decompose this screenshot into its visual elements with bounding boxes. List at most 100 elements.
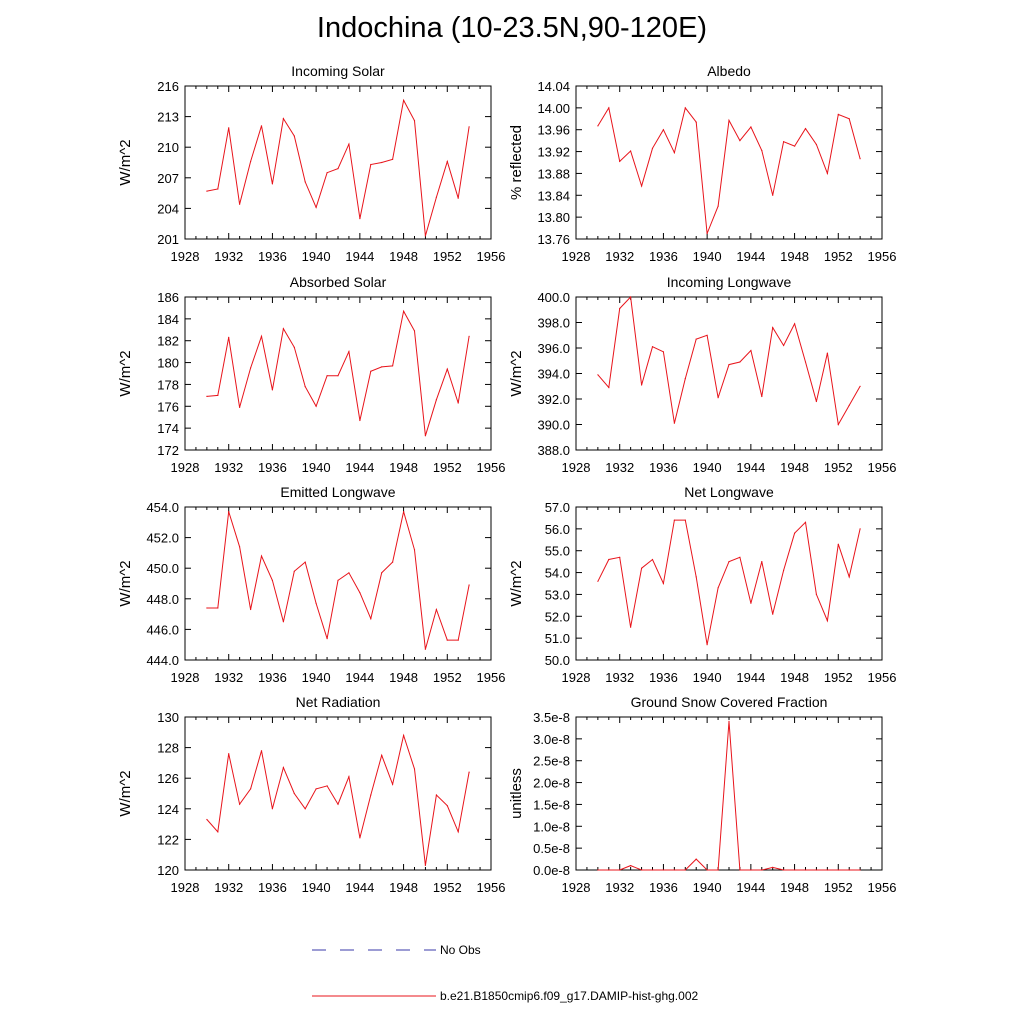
y-tick-label: 13.92 — [537, 145, 570, 160]
data-point — [228, 127, 230, 129]
data-point — [250, 788, 252, 790]
y-axis-label: W/m^2 — [117, 350, 134, 396]
data-point — [468, 771, 470, 773]
data-point — [815, 143, 818, 146]
y-tick-label: 1.0e-8 — [533, 819, 570, 834]
data-point — [695, 338, 697, 340]
plot-frame — [575, 85, 883, 240]
y-tick-label: 178 — [157, 377, 179, 392]
data-point — [859, 158, 861, 160]
x-tick-label: 1956 — [868, 249, 897, 264]
x-tick-label: 1952 — [824, 670, 853, 685]
data-point — [717, 587, 719, 589]
y-tick-label: 128 — [157, 741, 179, 756]
data-point — [260, 125, 263, 127]
data-point — [630, 865, 632, 867]
x-tick-label: 1928 — [171, 460, 200, 475]
y-tick-label: 13.76 — [537, 232, 570, 247]
x-tick-label: 1956 — [477, 460, 506, 475]
data-point — [348, 351, 350, 353]
data-point — [304, 386, 306, 388]
data-point — [424, 235, 426, 237]
data-point — [826, 172, 829, 174]
data-point — [381, 161, 383, 164]
data-point — [468, 335, 470, 337]
data-point — [761, 395, 763, 398]
data-point — [326, 785, 328, 787]
data-point — [370, 370, 372, 372]
data-point — [403, 511, 405, 513]
x-tick-label: 1956 — [868, 880, 897, 895]
y-tick-label: 454.0 — [146, 500, 179, 515]
data-point — [403, 99, 405, 101]
data-point — [435, 196, 437, 198]
series-line — [597, 106, 861, 234]
y-tick-label: 388.0 — [537, 443, 570, 458]
data-point — [684, 378, 686, 380]
data-point — [804, 521, 807, 523]
y-tick-label: 184 — [157, 312, 179, 327]
data-point — [608, 869, 610, 871]
data-point — [315, 788, 317, 790]
data-point — [348, 143, 350, 145]
x-tick-label: 1944 — [736, 880, 765, 895]
data-point — [739, 361, 741, 363]
x-tick-label: 1928 — [171, 880, 200, 895]
data-point — [673, 152, 676, 154]
data-point — [282, 118, 284, 120]
x-tick-label: 1944 — [736, 249, 765, 264]
data-point — [206, 818, 208, 821]
data-point — [662, 869, 665, 871]
data-point — [848, 118, 850, 120]
data-point — [651, 869, 654, 871]
data-point — [337, 803, 339, 805]
y-tick-label: 394.0 — [537, 367, 570, 382]
x-tick-label: 1944 — [345, 670, 374, 685]
x-tick-label: 1944 — [345, 460, 374, 475]
data-point — [772, 194, 774, 196]
y-tick-label: 446.0 — [146, 622, 179, 637]
data-point — [239, 203, 241, 205]
data-point — [641, 185, 643, 187]
data-point — [260, 335, 263, 337]
x-tick-label: 1948 — [780, 460, 809, 475]
data-point — [424, 435, 426, 437]
data-point — [348, 572, 350, 574]
x-tick-label: 1940 — [693, 249, 722, 264]
plot-frame — [575, 716, 883, 871]
data-point — [359, 218, 361, 220]
data-point — [728, 364, 730, 366]
y-tick-label: 392.0 — [537, 392, 570, 407]
y-tick-label: 0.0e-8 — [533, 863, 570, 878]
y-tick-label: 50.0 — [545, 653, 570, 668]
data-point — [282, 621, 284, 623]
data-point — [337, 579, 339, 582]
data-point — [630, 296, 632, 298]
y-tick-label: 130 — [157, 710, 179, 725]
data-point — [739, 869, 741, 871]
data-point — [695, 576, 697, 578]
y-tick-label: 182 — [157, 334, 179, 349]
data-point — [413, 120, 416, 122]
data-point — [293, 570, 295, 572]
data-point — [359, 419, 361, 422]
data-point — [750, 869, 752, 871]
y-tick-label: 396.0 — [537, 341, 570, 356]
data-point — [772, 327, 774, 329]
y-axis-label: W/m^2 — [117, 139, 134, 185]
x-tick-label: 1936 — [258, 460, 287, 475]
data-point — [717, 869, 719, 871]
plot-frame — [184, 296, 492, 451]
data-point — [673, 519, 676, 521]
y-tick-label: 1.5e-8 — [533, 797, 570, 812]
data-point — [859, 869, 861, 871]
data-point — [619, 869, 621, 871]
data-point — [370, 618, 372, 620]
x-tick-label: 1936 — [649, 249, 678, 264]
chart-panels: Incoming Solar W/m^2 1928 1932 1936 1940 1944 1… — [117, 63, 896, 895]
y-tick-label: 210 — [157, 140, 179, 155]
x-tick-label: 1948 — [389, 460, 418, 475]
data-point — [662, 582, 665, 585]
data-point — [271, 389, 273, 391]
